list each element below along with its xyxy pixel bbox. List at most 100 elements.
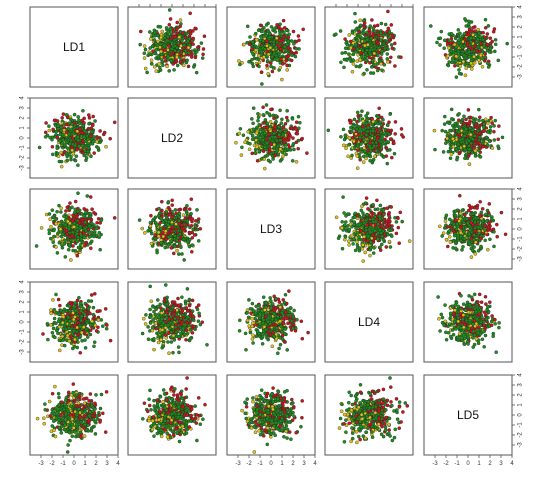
data-point bbox=[184, 32, 189, 36]
data-point bbox=[460, 34, 465, 39]
data-point bbox=[165, 38, 169, 43]
data-point bbox=[492, 129, 496, 134]
data-point bbox=[143, 231, 147, 235]
data-point bbox=[379, 62, 383, 66]
data-point bbox=[154, 69, 159, 73]
data-point bbox=[160, 199, 164, 204]
data-point bbox=[457, 112, 461, 116]
data-point bbox=[194, 70, 199, 75]
data-point bbox=[366, 234, 371, 239]
data-point bbox=[89, 246, 93, 250]
data-point bbox=[362, 146, 366, 150]
data-point bbox=[137, 218, 142, 222]
data-point bbox=[357, 27, 361, 31]
data-point bbox=[435, 40, 439, 45]
data-point bbox=[51, 152, 55, 157]
data-point bbox=[355, 154, 359, 158]
data-point bbox=[261, 138, 265, 142]
data-point bbox=[164, 26, 169, 30]
data-point bbox=[481, 30, 485, 35]
data-point bbox=[458, 43, 463, 48]
data-point bbox=[75, 129, 80, 134]
data-point bbox=[104, 144, 108, 149]
data-point bbox=[70, 219, 75, 223]
data-point bbox=[257, 122, 261, 127]
data-point bbox=[251, 40, 255, 44]
data-point bbox=[95, 139, 99, 144]
data-point bbox=[387, 214, 391, 218]
data-point bbox=[345, 42, 350, 47]
data-point bbox=[344, 146, 348, 151]
data-point bbox=[378, 228, 382, 232]
data-point bbox=[481, 139, 486, 144]
data-point bbox=[352, 139, 356, 144]
data-point bbox=[75, 215, 79, 219]
data-point bbox=[196, 217, 201, 221]
data-point bbox=[271, 40, 276, 44]
data-point bbox=[243, 140, 247, 145]
data-point bbox=[59, 210, 63, 214]
data-point bbox=[361, 119, 365, 123]
data-point bbox=[238, 62, 242, 67]
data-point bbox=[379, 38, 383, 42]
data-point bbox=[380, 135, 384, 140]
data-point bbox=[156, 39, 160, 44]
data-point bbox=[347, 227, 352, 232]
data-point bbox=[348, 121, 353, 125]
data-point bbox=[474, 122, 478, 127]
data-point bbox=[485, 32, 490, 36]
data-point bbox=[352, 117, 357, 122]
data-point bbox=[275, 148, 280, 153]
data-point bbox=[157, 206, 161, 211]
data-point bbox=[182, 63, 186, 68]
data-point bbox=[365, 239, 370, 243]
data-point bbox=[342, 143, 346, 148]
data-point bbox=[376, 46, 381, 50]
data-point bbox=[438, 36, 443, 40]
data-point bbox=[281, 126, 286, 130]
data-point bbox=[369, 36, 374, 41]
data-point bbox=[481, 144, 485, 149]
data-point bbox=[170, 229, 174, 234]
data-point bbox=[263, 118, 268, 122]
data-point bbox=[349, 45, 353, 50]
data-point bbox=[163, 36, 167, 40]
data-point bbox=[81, 151, 85, 155]
data-point bbox=[370, 211, 375, 216]
data-point bbox=[84, 240, 88, 245]
data-point bbox=[289, 58, 294, 63]
data-point bbox=[66, 219, 70, 224]
data-point bbox=[89, 154, 93, 159]
data-point bbox=[342, 211, 346, 215]
data-point bbox=[99, 218, 104, 222]
data-point bbox=[371, 203, 375, 207]
data-point bbox=[477, 118, 481, 123]
data-point bbox=[361, 128, 366, 132]
data-point bbox=[77, 220, 81, 225]
data-point bbox=[490, 121, 494, 125]
data-point bbox=[285, 109, 289, 113]
data-point bbox=[50, 145, 55, 149]
data-point bbox=[483, 26, 488, 30]
data-point bbox=[177, 241, 182, 246]
data-point bbox=[361, 28, 366, 32]
data-point bbox=[143, 66, 148, 71]
data-point bbox=[358, 18, 362, 23]
data-point bbox=[157, 62, 161, 66]
data-point bbox=[465, 43, 470, 48]
data-point bbox=[356, 144, 360, 149]
data-point bbox=[172, 251, 176, 256]
data-point bbox=[173, 35, 178, 39]
data-point bbox=[292, 147, 296, 152]
data-point bbox=[189, 224, 194, 228]
data-point bbox=[98, 129, 102, 133]
data-point bbox=[473, 130, 478, 135]
data-point bbox=[170, 215, 174, 220]
data-point bbox=[460, 137, 465, 142]
data-point bbox=[55, 135, 60, 140]
data-point bbox=[65, 154, 69, 159]
data-point bbox=[388, 137, 393, 141]
data-point bbox=[292, 42, 296, 46]
data-point bbox=[90, 239, 94, 244]
data-point bbox=[365, 118, 369, 122]
